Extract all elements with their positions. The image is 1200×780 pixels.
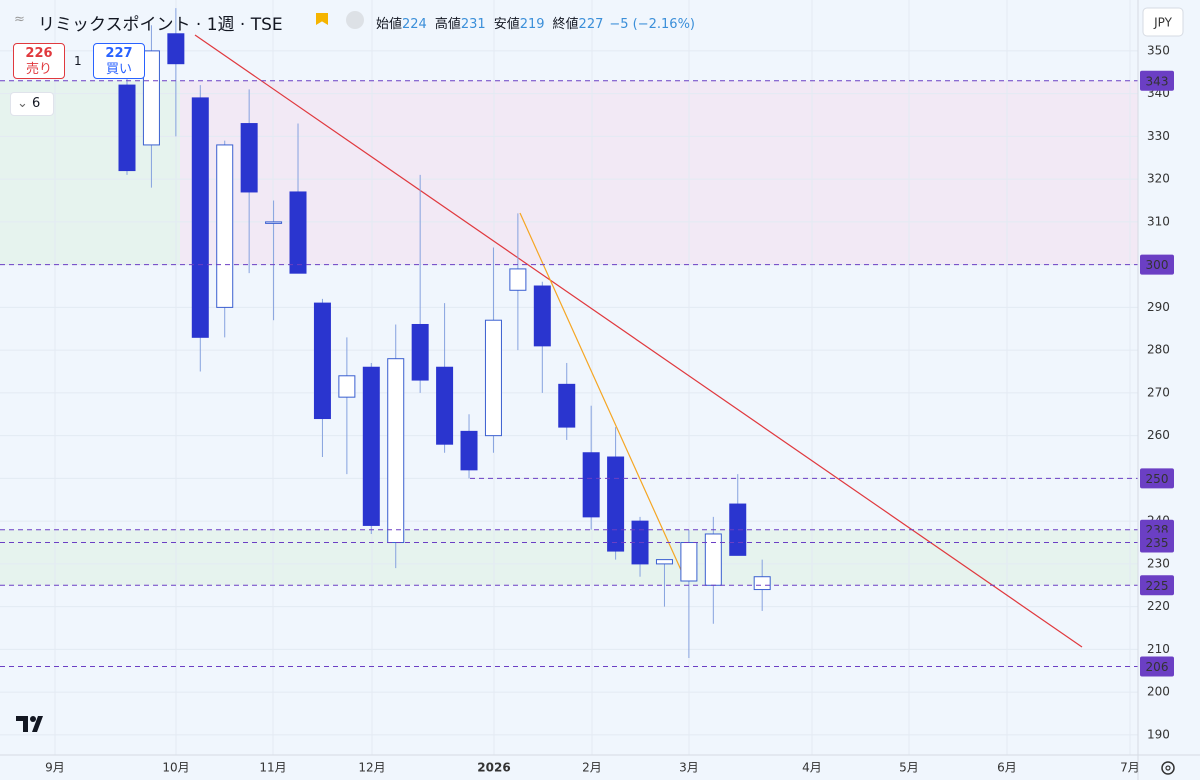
zone [180,80,1138,265]
candle-body [704,533,722,586]
level-label: 225 [1146,579,1169,593]
candle-body [362,366,380,526]
currency-button[interactable] [1142,7,1184,37]
y-tick-label: 320 [1147,172,1170,186]
y-tick-label: 210 [1147,642,1170,656]
sell-label: 売り [25,62,52,77]
candle-body [167,33,185,65]
y-tick-label: 200 [1147,685,1170,699]
candle-body [387,358,405,544]
candle-body [118,84,136,172]
sell-price: 226 [25,46,53,61]
ohlc-value: 231 [460,17,486,32]
indicator-count: 6 [32,96,41,111]
y-tick-label: 280 [1147,343,1170,357]
y-tick-label: 230 [1147,556,1170,570]
level-badge [1140,656,1174,677]
candle-body [289,191,307,274]
ohlc-label: 始値 [376,17,403,32]
indicators-toggle[interactable]: ⌄ 6 [10,92,54,116]
y-tick-label: 190 [1147,727,1170,741]
level-label: 300 [1146,258,1169,272]
level-label: 343 [1146,74,1169,88]
x-tick-label: 7月 [1120,761,1140,775]
tv-logo[interactable] [16,716,43,732]
buy-button[interactable]: 227 買い [93,43,145,79]
y-tick-label: 310 [1147,214,1170,228]
ohlc-value: 227 [578,17,604,32]
candle-body [460,430,478,471]
candle-body [509,268,527,291]
candle-body [411,323,429,381]
candle-body [191,97,209,338]
ohlc-value: 224 [402,17,427,32]
zone [0,529,1138,586]
candle-body [338,375,356,398]
x-tick-label: 11月 [259,761,286,775]
x-tick-label: 10月 [162,761,189,775]
y-tick-label: 330 [1147,129,1170,143]
y-tick-label: 290 [1147,300,1170,314]
sell-button[interactable]: 226 売り [13,43,65,79]
candle-body [607,456,625,552]
y-tick-label: 270 [1147,385,1170,399]
level-badge [1140,532,1174,553]
ohlc-legend: 始値224 高値231 安値219 終値227 −5 (−2.16%) [376,13,695,32]
x-tick-label: 12月 [358,761,385,775]
y-tick-label: 350 [1147,43,1170,57]
ohlc-label: 終値 [552,17,579,32]
candle-body [142,50,160,146]
candle-body [680,542,698,582]
change: −5 (−2.16%) [609,17,696,32]
candle-body [240,123,258,193]
trend-line[interactable] [519,212,682,571]
level-badge [1140,254,1174,275]
ohlc-label: 高値 [434,17,461,32]
x-tick-label: 5月 [899,761,919,775]
level-badge [1140,70,1174,91]
candle-body [558,383,576,428]
currency: JPY [1153,16,1173,30]
x-tick-label: 6月 [997,761,1017,775]
level-badge [1140,468,1174,489]
candle-body [436,366,454,445]
buy-price: 227 [105,46,133,61]
level-badge [1140,575,1174,596]
candle-body [484,319,502,437]
candle-body [533,285,551,347]
settings-icon[interactable] [1161,761,1175,775]
candle-body [265,221,283,224]
candle-body [582,452,600,518]
symbol-icon[interactable]: ≈ [14,12,25,27]
flag-icon[interactable] [316,13,328,25]
trend-line[interactable] [194,34,1083,648]
status-icon[interactable] [346,11,364,29]
y-tick-label: 220 [1147,599,1170,613]
candle-body [753,576,771,591]
ohlc-label: 安値 [493,17,520,32]
level-label: 235 [1146,536,1169,550]
candle-body [655,559,673,565]
level-label: 206 [1146,660,1169,674]
price-axis [1138,0,1200,780]
x-tick-label: 2026 [477,761,510,775]
y-tick-label: 260 [1147,428,1170,442]
x-tick-label: 2月 [582,761,602,775]
candle-body [216,144,234,308]
x-tick-label: 4月 [802,761,822,775]
quantity: 1 [74,54,82,68]
x-tick-label: 9月 [45,761,65,775]
ohlc-value: 219 [519,17,545,32]
symbol-title[interactable]: リミックスポイント · 1週 · TSE [38,15,283,35]
buy-label: 買い [105,62,132,77]
x-tick-label: 3月 [679,761,699,775]
level-label: 250 [1146,472,1169,486]
candle-body [313,302,331,420]
